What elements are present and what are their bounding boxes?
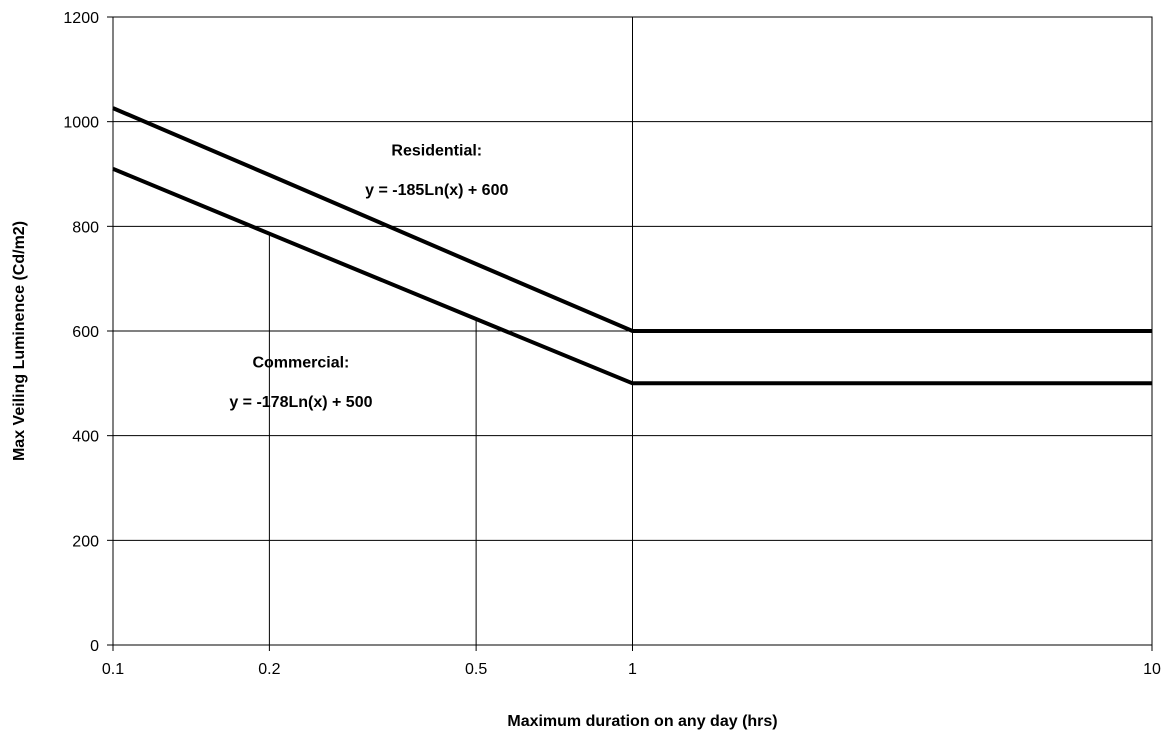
series-line-1 — [112, 106, 1152, 333]
y-tick-label-600: 600 — [72, 324, 99, 341]
y-tick-label-0: 0 — [90, 638, 99, 655]
data-series — [112, 106, 1152, 386]
y-tick-label-800: 800 — [72, 219, 99, 236]
x-tick-label-0.1: 0.1 — [102, 661, 124, 678]
y-tick-label-200: 200 — [72, 533, 99, 550]
x-tick-label-0.2: 0.2 — [258, 661, 280, 678]
x-axis-ticks: 0.1 0.2 0.5 1 10 — [102, 645, 1161, 678]
annotation-4: y = -178Ln(x) + 500 — [229, 394, 372, 411]
y-tick-label-1000: 1000 — [63, 115, 99, 132]
x-axis-title: Maximum duration on any day (hrs) — [507, 713, 777, 730]
y-axis-title: Max Veiling Luminence (Cd/m2) — [11, 221, 28, 461]
series-line-2 — [112, 166, 1152, 386]
y-axis-ticks: 0 200 400 600 800 1000 1200 — [63, 10, 113, 655]
y-tick-label-1200: 1200 — [63, 10, 99, 27]
y-tick-label-400: 400 — [72, 429, 99, 446]
x-tick-label-1: 1 — [628, 661, 637, 678]
x-tick-label-0.5: 0.5 — [465, 661, 487, 678]
annotations: Residential: y = -185Ln(x) + 600 Commercia… — [229, 143, 508, 411]
x-tick-label-10: 10 — [1143, 661, 1161, 678]
annotation-2: y = -185Ln(x) + 600 — [365, 182, 508, 199]
annotation-3: Commercial: — [252, 355, 349, 372]
annotation-1: Residential: — [391, 143, 482, 160]
